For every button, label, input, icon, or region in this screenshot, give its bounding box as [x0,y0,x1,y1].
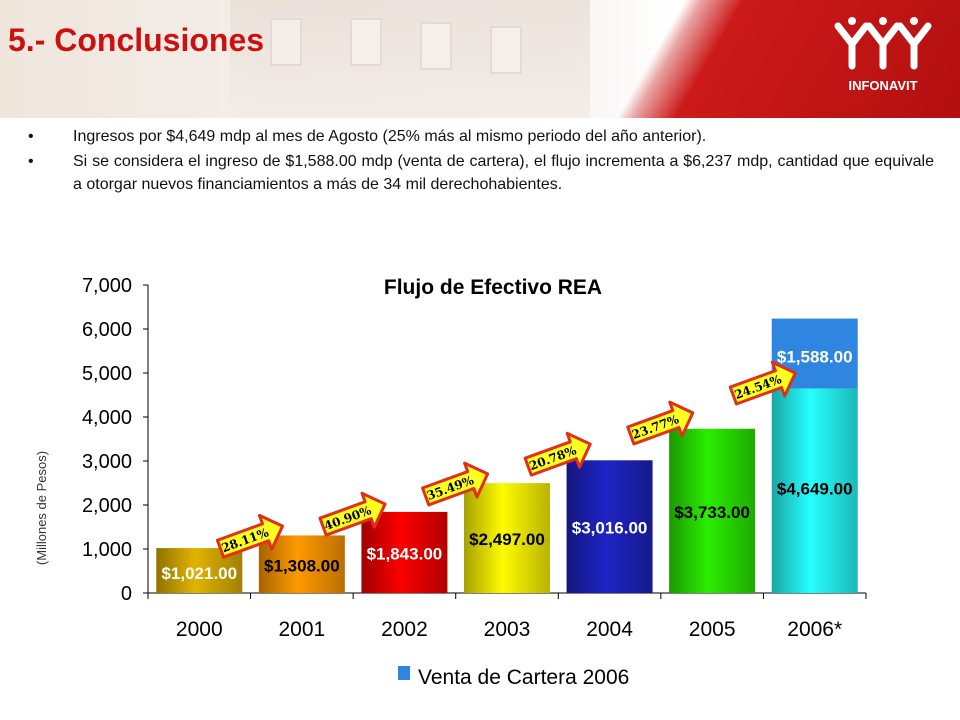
y-tick-label: 3,000 [82,451,132,473]
slide-header: 5.- Conclusiones INFONAVIT [0,0,960,118]
arrow-shape [728,360,797,406]
bar-value-label: $1,843.00 [367,544,443,563]
y-tick-label: 4,000 [82,407,132,429]
y-tick-label: 1,000 [82,539,132,561]
growth-arrow: 28.11% [215,513,285,559]
bullet-text: Si se considera el ingreso de $1,588.00 … [73,153,934,193]
page-title: 5.- Conclusiones [8,22,265,58]
chart-title: Flujo de Efectivo REA [384,276,602,299]
infonavit-logo: INFONAVIT [834,17,932,93]
arrow-shape [318,491,387,537]
x-tick-label: 2005 [689,618,736,641]
bullet-item: • Si se considera el ingreso de $1,588.00… [28,150,934,196]
stacked-value-label: $1,588.00 [777,348,853,367]
cash-flow-chart: Flujo de Efectivo REA (Millones de Pesos… [34,275,867,689]
bar-value-label: $4,649.00 [777,479,853,498]
y-tick-label: 2,000 [82,495,132,517]
legend-entry: Venta de Cartera 2006 [418,666,629,689]
bar-value-label: $2,497.00 [469,530,545,549]
y-tick-label: 0 [121,583,132,605]
y-tick-label: 7,000 [82,275,132,297]
bar-value-label: $1,021.00 [161,564,237,583]
arrow-shape [421,461,490,507]
x-tick-label: 2002 [381,618,428,641]
y-tick-label: 6,000 [82,319,132,341]
logo-text: INFONAVIT [848,78,917,93]
y-axis-label: (Millones de Pesos) [34,451,49,565]
plot-area: 0 1,000 2,000 3,000 4,000 5,000 6,000 7,000 $1,0… [82,275,867,641]
bullet-symbol: • [28,128,34,145]
bar-2004 [566,460,653,593]
x-tick-label: 2004 [586,618,633,641]
bar-2006* [771,388,858,593]
arrow-shape [215,513,285,559]
bar-value-label: $1,308.00 [264,556,340,575]
arrow-shape [626,400,695,446]
bar-2005 [669,428,756,593]
arrow-shape [523,431,592,477]
legend-swatch [398,666,410,680]
red-header-band [610,0,960,118]
bar-value-label: $3,733.00 [674,503,750,522]
x-tick-label: 2001 [278,618,325,641]
house-photo-background [230,0,590,118]
x-tick-label: 2003 [484,618,531,641]
x-tick-label: 2000 [176,618,223,641]
bullet-symbol: • [28,153,34,170]
x-tick-label: 2006* [787,618,842,641]
bar-value-label: $3,016.00 [572,519,648,538]
bullet-list: • Ingresos por $4,649 mdp al mes de Agost… [28,125,934,198]
bullet-item: • Ingresos por $4,649 mdp al mes de Agost… [28,125,934,148]
bar-2003 [464,483,550,593]
y-tick-label: 5,000 [82,363,132,385]
bullet-text: Ingresos por $4,649 mdp al mes de Agosto… [73,128,707,145]
